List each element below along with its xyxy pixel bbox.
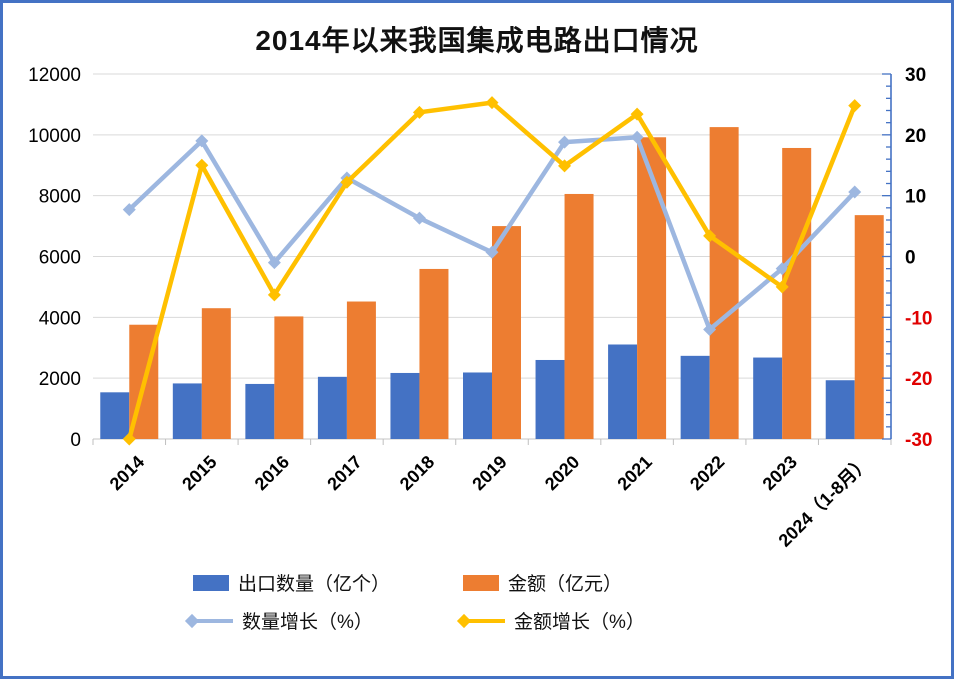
- x-axis-label-2023: 2023: [759, 452, 801, 494]
- marker-金额增长（%）-2022: [703, 229, 717, 243]
- x-axis-label-2017: 2017: [323, 452, 365, 494]
- bar-金额（亿元）-2024（1-8月）: [854, 215, 884, 439]
- x-axis-label-2021: 2021: [613, 452, 655, 494]
- bar-出口数量（亿个）-2015: [172, 383, 202, 439]
- marker-数量增长（%）-2015: [195, 134, 209, 148]
- bar-金额（亿元）-2016: [274, 316, 304, 439]
- marker-金额增长（%）-2024（1-8月）: [848, 99, 862, 113]
- x-axis-label-2018: 2018: [396, 452, 438, 494]
- legend-item-出口数量（亿个）: 出口数量（亿个）: [193, 569, 390, 596]
- legend-label: 数量增长（%）: [242, 612, 373, 633]
- legend-label: 出口数量（亿个）: [238, 574, 391, 595]
- left-axis-tick-label: 8000: [39, 187, 81, 208]
- marker-金额增长（%）-2018: [412, 105, 426, 119]
- right-axis-tick-label: 20: [905, 126, 926, 147]
- left-axis-tick-label: 2000: [39, 369, 81, 390]
- legend-line: [187, 618, 233, 623]
- chart-title: 2014年以来我国集成电路出口情况: [255, 25, 699, 56]
- right-axis-tick-label: -10: [905, 308, 932, 329]
- legend-label: 金额（亿元）: [508, 574, 623, 595]
- bar-金额（亿元）-2017: [346, 301, 376, 439]
- legend-line: [459, 618, 505, 623]
- marker-数量增长（%）-2016: [267, 256, 281, 270]
- marker-金额增长（%）-2021: [630, 107, 644, 121]
- marker-数量增长（%）-2021: [630, 130, 644, 144]
- legend-diamond-marker: [456, 613, 472, 628]
- bar-金额（亿元）-2022: [709, 127, 739, 440]
- x-axis-label-2020: 2020: [541, 452, 583, 494]
- legend-line-swatch: [184, 613, 233, 628]
- marker-数量增长（%）-2018: [412, 211, 426, 225]
- right-axis-tick-label: -30: [905, 430, 932, 451]
- marker-数量增长（%）-2023: [775, 262, 789, 276]
- bar-出口数量（亿个）-2014: [100, 392, 130, 439]
- legend-bar-swatch: [463, 574, 499, 591]
- bar-出口数量（亿个）-2022: [680, 355, 710, 439]
- x-axis-label-2016: 2016: [251, 452, 293, 494]
- x-axis-label-2014: 2014: [106, 452, 148, 494]
- legend-diamond-marker: [184, 613, 200, 628]
- left-axis-tick-label: 4000: [39, 308, 81, 329]
- left-axis-tick-label: 12000: [28, 65, 81, 86]
- legend-label: 金额增长（%）: [514, 612, 645, 633]
- legend-item-金额增长（%）: 金额增长（%）: [456, 607, 645, 634]
- marker-金额增长（%）-2015: [195, 158, 209, 172]
- marker-数量增长（%）-2014: [122, 203, 136, 217]
- legend-item-金额（亿元）: 金额（亿元）: [463, 569, 622, 596]
- x-axis-label-2019: 2019: [468, 452, 510, 494]
- bar-出口数量（亿个）-2019: [463, 372, 492, 439]
- left-axis-tick-label: 0: [70, 430, 81, 451]
- marker-金额增长（%）-2019: [485, 96, 499, 110]
- right-axis-tick-label: 30: [905, 65, 926, 86]
- left-axis-tick-label: 6000: [39, 248, 81, 269]
- marker-金额增长（%）-2020: [558, 159, 572, 173]
- bar-出口数量（亿个）-2023: [753, 357, 783, 439]
- marker-金额增长（%）-2017: [340, 175, 354, 189]
- bar-出口数量（亿个）-2016: [245, 383, 275, 439]
- left-axis-tick-label: 10000: [28, 126, 81, 147]
- marker-数量增长（%）-2019: [485, 245, 499, 259]
- bar-出口数量（亿个）-2021: [608, 344, 638, 439]
- legend-item-数量增长（%）: 数量增长（%）: [184, 607, 373, 634]
- bar-金额（亿元）-2023: [782, 147, 812, 439]
- right-axis-tick-label: 0: [905, 248, 916, 269]
- chart-plot-area: 0 2000 4000 6000 8000 10000 12000 30 20 10 0 -10 -20…: [28, 65, 932, 551]
- bar-金额（亿元）-2018: [419, 268, 449, 439]
- legend-line-swatch: [456, 613, 505, 628]
- bar-金额（亿元）-2020: [564, 193, 594, 439]
- marker-金额增长（%）-2014: [122, 432, 136, 446]
- marker-金额增长（%）-2023: [775, 280, 789, 294]
- bar-出口数量（亿个）-2024（1-8月）: [825, 380, 855, 439]
- bar-出口数量（亿个）-2017: [317, 376, 347, 439]
- marker-数量增长（%）-2024（1-8月）: [848, 185, 862, 199]
- legend-bar-swatch: [193, 574, 229, 591]
- bar-出口数量（亿个）-2020: [535, 359, 565, 439]
- bar-金额（亿元）-2015: [201, 308, 231, 439]
- x-axis-label-2015: 2015: [178, 452, 220, 494]
- bar-出口数量（亿个）-2018: [390, 372, 420, 439]
- right-axis-tick-label: 10: [905, 187, 926, 208]
- bar-金额（亿元）-2019: [492, 226, 521, 439]
- x-axis-label-2022: 2022: [686, 452, 728, 494]
- marker-数量增长（%）-2020: [558, 135, 572, 149]
- right-axis-tick-label: -20: [905, 369, 932, 390]
- bar-金额（亿元）-2021: [637, 137, 667, 439]
- marker-金额增长（%）-2016: [267, 288, 281, 302]
- marker-数量增长（%）-2022: [703, 323, 717, 336]
